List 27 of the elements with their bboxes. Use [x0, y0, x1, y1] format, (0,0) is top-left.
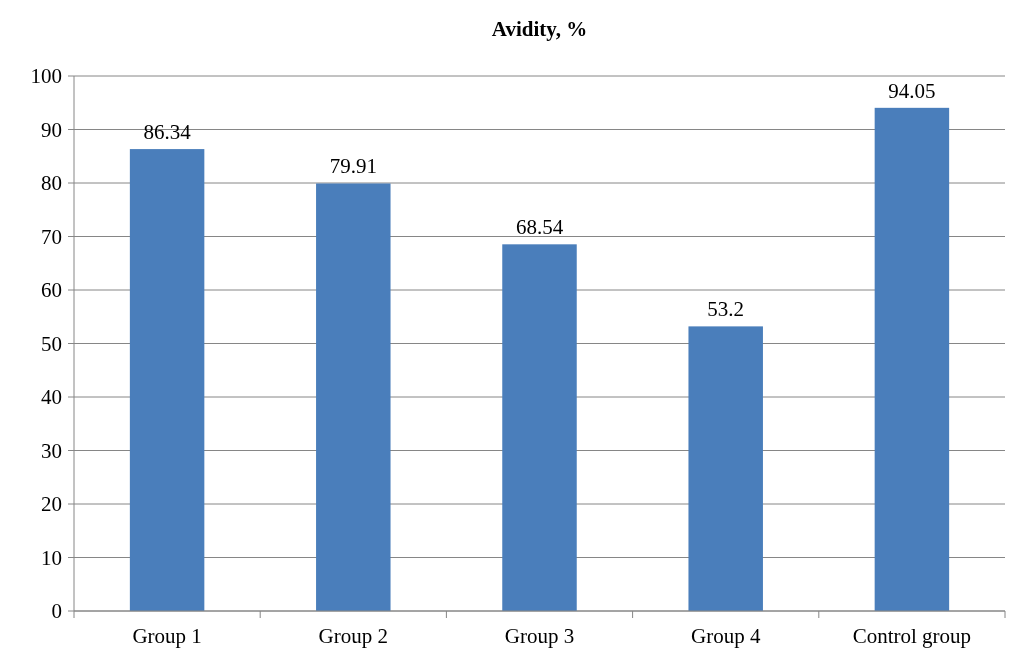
x-tick-label: Control group	[852, 624, 972, 648]
data-label: 79.91	[329, 154, 377, 179]
y-tick-label: 100	[30, 64, 62, 89]
bar	[129, 149, 205, 611]
y-tick-label: 50	[41, 331, 62, 356]
bar	[688, 326, 763, 611]
y-tick-label: 90	[41, 117, 62, 142]
y-tick-label: 30	[41, 438, 62, 463]
y-tick-label: 20	[41, 492, 62, 517]
data-label: 86.34	[143, 120, 192, 145]
y-tick-label: 70	[41, 224, 62, 249]
y-tick-label: 60	[41, 278, 62, 303]
data-label: 53.2	[707, 297, 745, 322]
bar	[316, 183, 391, 611]
data-label: 94.05	[888, 78, 936, 103]
data-label: 68.54	[515, 215, 564, 240]
x-tick-label: Group 3	[504, 624, 575, 648]
bar	[502, 244, 577, 611]
bar	[874, 107, 950, 611]
y-tick-label: 40	[41, 385, 62, 410]
y-tick-label: 80	[41, 171, 62, 196]
y-tick-label: 0	[51, 599, 62, 624]
chart-title: Avidity, %	[491, 17, 588, 41]
x-tick-label: Group 1	[132, 624, 202, 648]
x-tick-label: Group 4	[690, 624, 761, 648]
y-tick-label: 10	[41, 545, 62, 570]
x-tick-label: Group 2	[318, 624, 389, 648]
